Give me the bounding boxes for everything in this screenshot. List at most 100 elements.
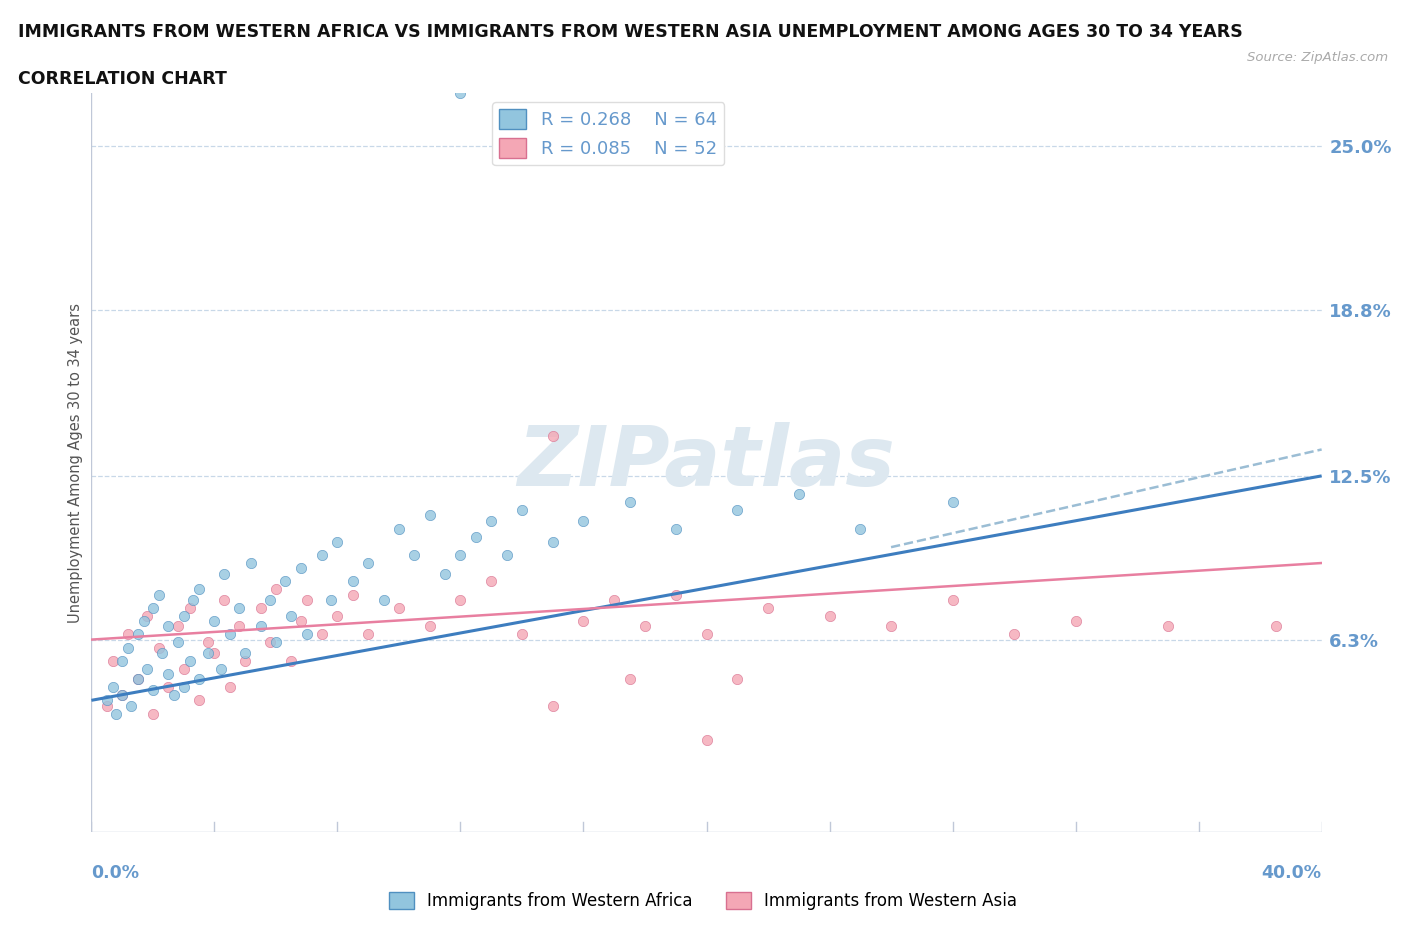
Point <box>665 521 688 536</box>
Point <box>249 619 271 634</box>
Point <box>449 592 471 607</box>
Point <box>259 635 281 650</box>
Point <box>1064 614 1087 629</box>
Point <box>756 601 779 616</box>
Point <box>1002 627 1025 642</box>
Point <box>163 687 186 702</box>
Point <box>404 548 426 563</box>
Point <box>326 535 349 550</box>
Text: IMMIGRANTS FROM WESTERN AFRICA VS IMMIGRANTS FROM WESTERN ASIA UNEMPLOYMENT AMON: IMMIGRANTS FROM WESTERN AFRICA VS IMMIGR… <box>18 23 1243 41</box>
Point <box>942 592 965 607</box>
Point <box>127 627 149 642</box>
Text: ZIPatlas: ZIPatlas <box>517 422 896 503</box>
Point <box>240 555 263 570</box>
Point <box>166 619 188 634</box>
Point <box>148 587 170 602</box>
Point <box>342 574 364 589</box>
Point <box>295 627 318 642</box>
Point <box>157 667 180 682</box>
Point <box>1157 619 1180 634</box>
Point <box>188 582 211 597</box>
Point <box>311 548 333 563</box>
Point <box>449 86 471 100</box>
Point <box>218 627 240 642</box>
Point <box>101 653 124 668</box>
Point <box>280 608 302 623</box>
Point <box>619 495 641 510</box>
Point <box>572 513 595 528</box>
Point <box>249 601 271 616</box>
Point <box>117 627 139 642</box>
Point <box>541 535 564 550</box>
Point <box>942 495 965 510</box>
Point <box>357 627 380 642</box>
Y-axis label: Unemployment Among Ages 30 to 34 years: Unemployment Among Ages 30 to 34 years <box>67 302 83 623</box>
Text: 40.0%: 40.0% <box>1261 864 1322 882</box>
Point <box>111 687 134 702</box>
Point <box>880 619 903 634</box>
Point <box>150 645 173 660</box>
Point <box>188 671 211 686</box>
Point <box>228 619 250 634</box>
Point <box>101 680 124 695</box>
Text: 0.0%: 0.0% <box>91 864 139 882</box>
Point <box>233 645 256 660</box>
Point <box>157 680 180 695</box>
Point <box>111 687 134 702</box>
Point <box>572 614 595 629</box>
Point <box>157 619 180 634</box>
Point <box>111 653 134 668</box>
Point <box>148 640 170 655</box>
Text: Source: ZipAtlas.com: Source: ZipAtlas.com <box>1247 51 1388 64</box>
Point <box>787 487 810 502</box>
Point <box>373 592 395 607</box>
Point <box>181 592 204 607</box>
Point <box>264 635 287 650</box>
Point <box>619 671 641 686</box>
Point <box>634 619 657 634</box>
Point <box>696 627 718 642</box>
Point <box>228 601 250 616</box>
Point <box>142 706 165 721</box>
Point <box>326 608 349 623</box>
Point <box>173 608 195 623</box>
Point <box>280 653 302 668</box>
Point <box>388 601 411 616</box>
Point <box>117 640 139 655</box>
Point <box>166 635 188 650</box>
Point <box>495 548 517 563</box>
Point <box>218 680 240 695</box>
Point <box>290 614 312 629</box>
Point <box>173 680 195 695</box>
Point <box>290 561 312 576</box>
Point <box>132 614 155 629</box>
Point <box>259 592 281 607</box>
Point <box>696 733 718 748</box>
Point <box>135 661 157 676</box>
Point <box>127 671 149 686</box>
Point <box>357 555 380 570</box>
Point <box>419 508 441 523</box>
Point <box>179 601 201 616</box>
Point <box>135 608 157 623</box>
Point <box>419 619 441 634</box>
Point <box>464 529 486 544</box>
Point <box>233 653 256 668</box>
Point <box>212 566 235 581</box>
Point <box>179 653 201 668</box>
Point <box>665 587 688 602</box>
Point <box>510 503 533 518</box>
Legend: R = 0.268    N = 64, R = 0.085    N = 52: R = 0.268 N = 64, R = 0.085 N = 52 <box>492 102 724 166</box>
Point <box>541 429 564 444</box>
Point <box>541 698 564 713</box>
Point <box>321 592 343 607</box>
Point <box>96 693 118 708</box>
Point <box>127 671 149 686</box>
Point <box>120 698 142 713</box>
Point <box>173 661 195 676</box>
Point <box>274 574 297 589</box>
Point <box>849 521 872 536</box>
Point <box>197 645 219 660</box>
Point <box>212 592 235 607</box>
Point <box>479 513 502 528</box>
